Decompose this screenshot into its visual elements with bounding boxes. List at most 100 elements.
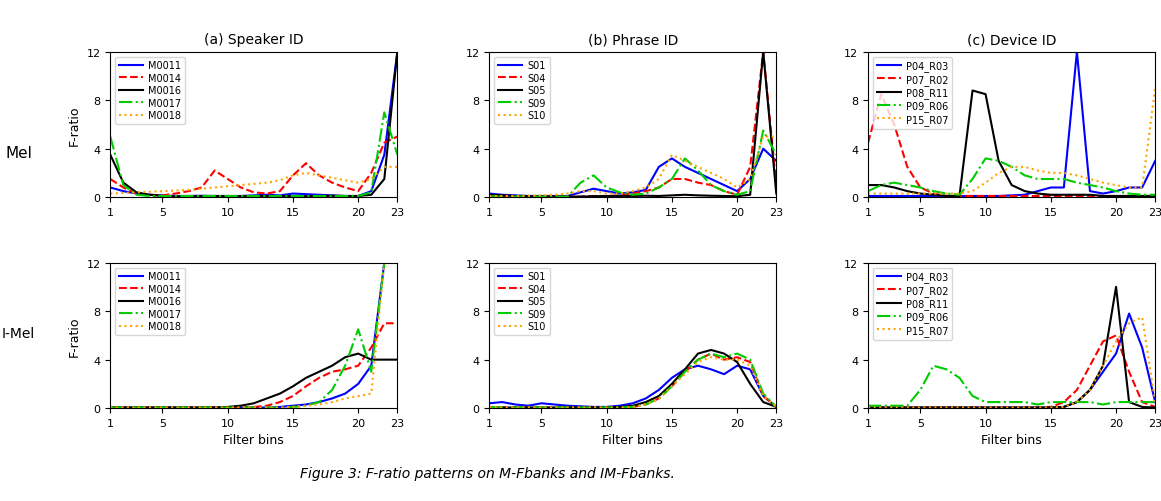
M0018	[365, 177, 378, 183]
M0018	[325, 175, 339, 181]
S10	[730, 357, 744, 363]
P15_R07	[1109, 339, 1123, 345]
S01	[509, 402, 522, 408]
S04	[730, 192, 744, 198]
S10	[639, 185, 652, 191]
M0014	[156, 405, 170, 411]
P15_R07	[861, 191, 875, 197]
S01	[639, 187, 652, 193]
P07_R02	[900, 405, 914, 411]
S09	[626, 404, 640, 410]
P15_R07	[1109, 183, 1123, 189]
S09	[756, 391, 770, 397]
S04	[574, 405, 587, 411]
S10	[626, 189, 640, 195]
S04	[665, 384, 679, 390]
P07_R02	[991, 193, 1005, 199]
S01	[704, 367, 717, 373]
Text: Figure 3: F-ratio patterns on M-Fbanks and IM-Fbanks.: Figure 3: F-ratio patterns on M-Fbanks a…	[301, 466, 675, 480]
S09	[678, 369, 692, 375]
P07_R02	[1096, 193, 1110, 199]
M0016	[208, 193, 222, 199]
P08_R11	[900, 405, 914, 411]
S09	[626, 192, 640, 198]
P08_R11	[1031, 191, 1045, 197]
P09_R06	[966, 393, 980, 399]
S10	[678, 158, 692, 164]
M0018	[286, 173, 300, 179]
S10	[600, 405, 614, 411]
Line: S01: S01	[489, 149, 777, 196]
P09_R06	[1096, 402, 1110, 408]
M0016	[286, 384, 300, 390]
M0017	[156, 193, 170, 199]
P04_R03	[979, 405, 993, 411]
P09_R06	[1109, 399, 1123, 405]
S05	[482, 404, 496, 410]
P15_R07	[1083, 177, 1097, 183]
Y-axis label: F-ratio: F-ratio	[67, 105, 81, 145]
M0014	[377, 140, 391, 146]
P07_R02	[966, 405, 980, 411]
P09_R06	[1096, 185, 1110, 191]
M0011	[129, 405, 143, 411]
P08_R11	[926, 192, 940, 198]
P07_R02	[874, 405, 888, 411]
P04_R03	[1096, 369, 1110, 375]
P15_R07	[1018, 164, 1032, 170]
M0011	[312, 399, 326, 405]
M0016	[312, 193, 326, 199]
M0017	[377, 260, 391, 266]
P08_R11	[874, 405, 888, 411]
P09_R06	[1070, 180, 1084, 186]
S01	[600, 189, 614, 195]
S01	[678, 367, 692, 373]
P15_R07	[1148, 399, 1161, 405]
P08_R11	[1135, 404, 1149, 410]
M0018	[300, 170, 313, 176]
P09_R06	[1057, 177, 1070, 183]
M0017	[390, 260, 404, 266]
P08_R11	[861, 183, 875, 189]
M0018	[273, 405, 287, 411]
M0016	[143, 405, 157, 411]
M0014	[143, 405, 157, 411]
S04	[704, 351, 717, 357]
M0011	[208, 405, 222, 411]
P07_R02	[1057, 193, 1070, 199]
M0011	[325, 193, 339, 199]
S05	[548, 194, 562, 200]
M0018	[143, 189, 157, 195]
S01	[639, 396, 652, 402]
P08_R11	[1135, 193, 1149, 199]
M0014	[300, 384, 313, 390]
S05	[730, 359, 744, 365]
Line: S10: S10	[489, 358, 777, 408]
S09	[521, 405, 535, 411]
M0016	[129, 405, 143, 411]
S10	[678, 371, 692, 377]
M0017	[352, 193, 366, 199]
P07_R02	[1044, 193, 1058, 199]
M0011	[156, 193, 170, 199]
P04_R03	[1031, 405, 1045, 411]
M0017	[195, 405, 209, 411]
M0018	[233, 183, 247, 189]
P07_R02	[914, 185, 928, 191]
Legend: M0011, M0014, M0016, M0017, M0018: M0011, M0014, M0016, M0017, M0018	[115, 268, 186, 335]
S01	[600, 404, 614, 410]
P09_R06	[1004, 399, 1018, 405]
M0014	[247, 404, 261, 410]
M0014	[116, 185, 130, 191]
P04_R03	[1083, 189, 1097, 195]
P09_R06	[1148, 399, 1161, 405]
P09_R06	[939, 367, 953, 373]
S10	[756, 134, 770, 140]
M0018	[247, 405, 261, 411]
P09_R06	[861, 189, 875, 195]
M0018	[338, 396, 352, 402]
M0014	[377, 321, 391, 327]
P15_R07	[1135, 185, 1149, 191]
P15_R07	[1096, 363, 1110, 369]
P04_R03	[939, 405, 953, 411]
